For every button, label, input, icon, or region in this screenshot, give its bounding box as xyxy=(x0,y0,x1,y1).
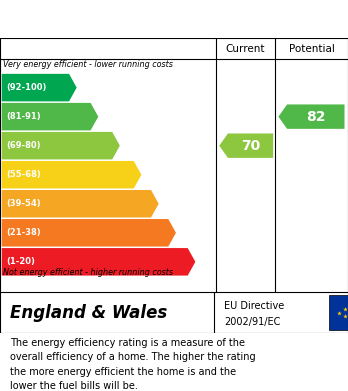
Text: (39-54): (39-54) xyxy=(6,199,41,208)
Text: 82: 82 xyxy=(306,109,326,124)
Polygon shape xyxy=(2,74,77,101)
Text: D: D xyxy=(143,167,156,182)
Text: C: C xyxy=(121,138,133,153)
Polygon shape xyxy=(2,132,120,160)
Text: (55-68): (55-68) xyxy=(6,170,41,179)
Text: (1-20): (1-20) xyxy=(6,257,35,266)
Text: E: E xyxy=(160,196,171,211)
Text: Energy Efficiency Rating: Energy Efficiency Rating xyxy=(10,13,213,27)
Text: B: B xyxy=(100,109,112,124)
Polygon shape xyxy=(2,103,98,130)
Text: G: G xyxy=(197,254,209,269)
Polygon shape xyxy=(219,133,273,158)
FancyBboxPatch shape xyxy=(329,295,348,330)
Polygon shape xyxy=(278,104,345,129)
Text: (81-91): (81-91) xyxy=(6,112,41,121)
Text: Very energy efficient - lower running costs: Very energy efficient - lower running co… xyxy=(3,60,173,69)
Polygon shape xyxy=(2,190,159,217)
Polygon shape xyxy=(2,161,141,188)
Text: 2002/91/EC: 2002/91/EC xyxy=(224,317,281,326)
Text: 70: 70 xyxy=(241,139,260,152)
Text: Current: Current xyxy=(226,44,265,54)
Polygon shape xyxy=(2,248,195,276)
Text: (21-38): (21-38) xyxy=(6,228,41,237)
Polygon shape xyxy=(2,219,176,247)
Text: (92-100): (92-100) xyxy=(6,83,47,92)
Text: Potential: Potential xyxy=(288,44,334,54)
Text: F: F xyxy=(178,225,188,240)
Text: EU Directive: EU Directive xyxy=(224,301,285,312)
Text: England & Wales: England & Wales xyxy=(10,303,168,322)
Text: The energy efficiency rating is a measure of the
overall efficiency of a home. T: The energy efficiency rating is a measur… xyxy=(10,338,256,391)
Text: (69-80): (69-80) xyxy=(6,141,41,150)
Text: Not energy efficient - higher running costs: Not energy efficient - higher running co… xyxy=(3,268,174,277)
Text: A: A xyxy=(78,80,90,95)
